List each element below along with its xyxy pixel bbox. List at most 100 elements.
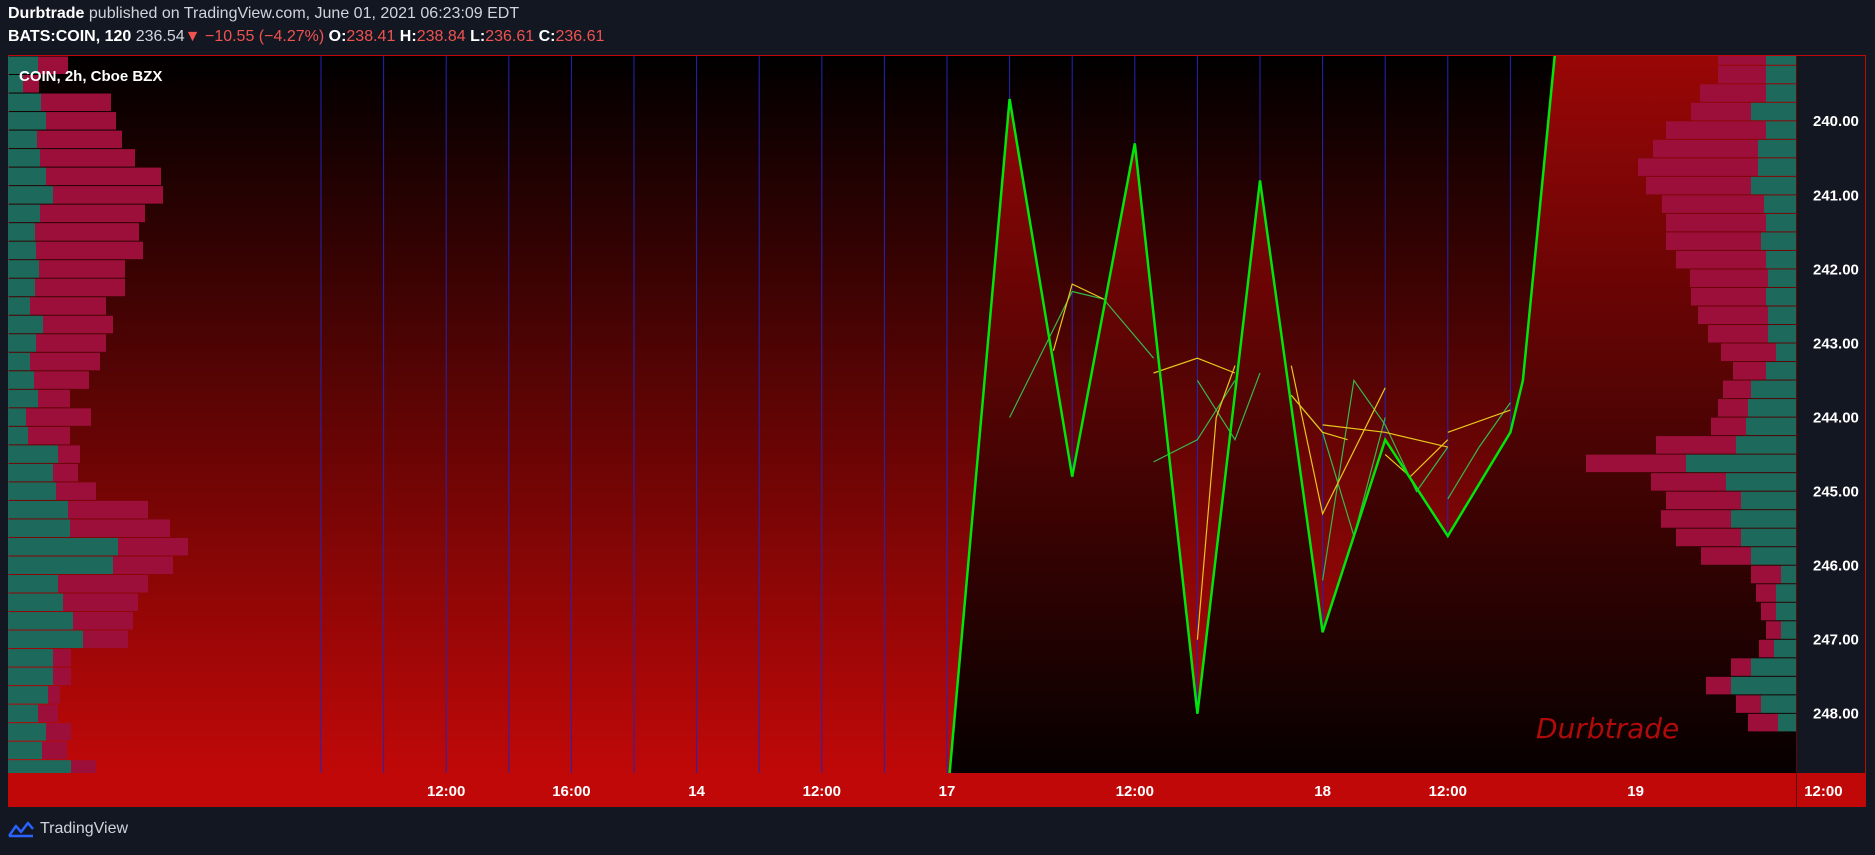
volume-bar-buy (1731, 676, 1796, 695)
time-tick-label: 12:00 (1116, 783, 1154, 800)
volume-bar-buy (8, 537, 118, 556)
time-tick-label: 17 (939, 783, 956, 800)
volume-bar-buy (8, 500, 68, 519)
volume-bar-sell (46, 112, 116, 130)
volume-bar-sell (1666, 121, 1766, 139)
volume-bar-sell (35, 278, 125, 297)
volume-bar-buy (1761, 232, 1796, 250)
volume-bar-sell (63, 593, 138, 612)
harmonic-line-yellow (1196, 365, 1236, 640)
volume-bar-sell (36, 241, 143, 260)
volume-bar-buy (8, 463, 53, 482)
ohlc-close-label: C: (538, 28, 556, 45)
volume-bar-sell (1718, 399, 1748, 417)
volume-bar-buy (1766, 250, 1796, 269)
harmonic-line-yellow (1052, 283, 1104, 351)
volume-bar-sell (1586, 454, 1686, 473)
price-line (948, 56, 1556, 773)
volume-bar-sell (1691, 102, 1751, 121)
time-tick-label: 18 (1314, 783, 1331, 800)
volume-bar-buy (8, 482, 56, 500)
harmonic-line-yellow (1322, 424, 1448, 448)
volume-bar-sell (53, 649, 71, 667)
volume-bar-sell (30, 352, 100, 371)
harmonic-line-yellow (1447, 409, 1511, 433)
price-tick-label: 247.00 (1813, 632, 1859, 649)
price-chart[interactable]: COIN, 2h, Cboe BZX Durbtrade 240.00 241.0… (0, 0, 1875, 815)
price-area-fill (947, 56, 1796, 773)
price-tick-label: 246.00 (1813, 558, 1859, 575)
volume-bar-sell (1656, 436, 1736, 454)
volume-bar-sell (1666, 232, 1761, 250)
volume-bar-buy (1726, 473, 1796, 491)
ohlc-open-value: 238.41 (346, 28, 396, 45)
volume-bar-buy (8, 649, 53, 667)
volume-bar-buy (8, 445, 58, 463)
volume-bar-buy (8, 334, 36, 352)
volume-bar-sell (38, 389, 70, 408)
volume-bar-buy (1758, 139, 1796, 158)
volume-bar-buy (1776, 343, 1796, 362)
chart-legend[interactable]: COIN, 2h, Cboe BZX (19, 68, 162, 85)
volume-bar-buy (1776, 602, 1796, 621)
volume-bar-buy (1766, 287, 1796, 306)
volume-bar-sell (42, 741, 67, 760)
time-tick-label: 16:00 (552, 783, 590, 800)
volume-bar-buy (8, 204, 40, 223)
volume-bar-buy (1751, 176, 1796, 195)
volume-bar-sell (53, 463, 78, 482)
volume-bar-sell (70, 519, 170, 537)
volume-bar-buy (8, 704, 38, 723)
volume-bar-sell (53, 667, 71, 686)
volume-bar-sell (1711, 417, 1746, 436)
volume-bar-sell (1761, 602, 1776, 621)
volume-bar-buy (8, 519, 70, 537)
volume-bar-sell (35, 223, 139, 241)
volume-bar-sell (1756, 584, 1776, 602)
volume-bar-buy (8, 686, 48, 704)
volume-bar-buy (8, 223, 35, 241)
volume-bar-buy (8, 556, 113, 574)
volume-bar-buy (8, 593, 63, 612)
volume-bar-sell (1691, 287, 1766, 306)
volume-bar-buy (1741, 528, 1796, 547)
volume-bar-buy (1766, 362, 1796, 380)
volume-bar-buy (1764, 195, 1796, 213)
footer-brand[interactable]: TradingView (40, 820, 129, 837)
author-name[interactable]: Durbtrade (8, 5, 85, 22)
volume-bar-sell (1698, 306, 1768, 325)
tradingview-logo-icon[interactable] (8, 820, 34, 838)
volume-bar-buy (8, 149, 40, 167)
volume-bar-buy (1746, 417, 1796, 436)
time-tick-label: 12:00 (1804, 783, 1842, 800)
volume-bar-sell (39, 260, 125, 278)
volume-bar-buy (1751, 547, 1796, 565)
volume-bar-buy (1766, 65, 1796, 84)
down-arrow-icon: ▼ (184, 28, 201, 45)
volume-bar-buy (1766, 56, 1796, 65)
volume-bar-sell (40, 204, 145, 223)
harmonic-line-green (1196, 372, 1261, 442)
volume-bar-buy (8, 278, 35, 297)
volume-bar-buy (8, 93, 41, 112)
volume-bar-sell (1718, 56, 1766, 65)
volume-bar-buy (8, 389, 38, 408)
volume-bar-buy (8, 408, 26, 426)
volume-bar-sell (1701, 547, 1751, 565)
footer: TradingView (8, 820, 128, 838)
volume-bar-sell (68, 500, 148, 519)
volume-bar-buy (1761, 695, 1796, 713)
volume-bar-sell (1733, 362, 1766, 380)
volume-bar-sell (1731, 658, 1751, 676)
symbol-info: BATS:COIN, 120 236.54▼ −10.55 (−4.27%) O… (8, 28, 604, 46)
watermark: Durbtrade (1536, 712, 1679, 745)
volume-bar-buy (1766, 121, 1796, 139)
volume-profile-right (1586, 56, 1796, 732)
volume-bar-buy (8, 426, 28, 445)
price-tick-label: 243.00 (1813, 335, 1859, 352)
volume-bar-sell (1718, 65, 1766, 84)
volume-bar-sell (58, 574, 148, 593)
volume-bar-buy (1751, 380, 1796, 399)
volume-bar-sell (113, 556, 173, 574)
price-change: −10.55 (−4.27%) (204, 28, 325, 45)
